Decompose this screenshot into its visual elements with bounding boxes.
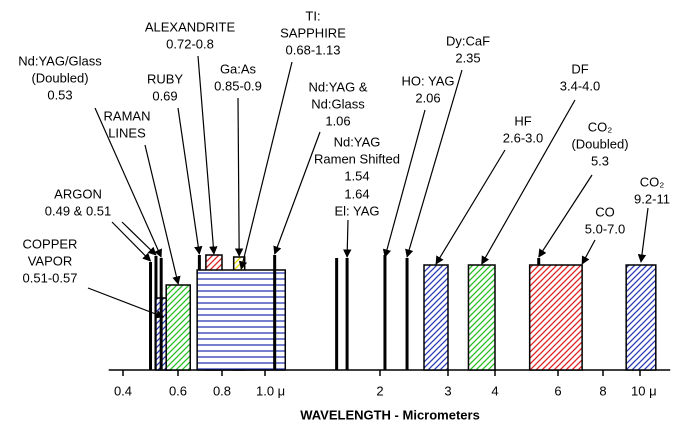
laser-name: ARGON (54, 186, 102, 201)
x-tick-label: 4 (491, 383, 498, 398)
laser-name: Ga:As (220, 61, 257, 76)
arrow (144, 144, 181, 285)
x-tick-label: 0.8 (213, 383, 231, 398)
arrow (481, 99, 576, 265)
arrow (234, 97, 244, 257)
laser-name: TI: (305, 8, 320, 23)
laser-name: HF (514, 113, 531, 128)
laser-value: 0.49 & 0.51 (45, 203, 112, 218)
arrow (343, 219, 352, 258)
laser-name: HO: YAG (402, 73, 455, 88)
laser-value: 1.64 (344, 186, 369, 201)
laser-value: 3.4-4.0 (560, 78, 600, 93)
laser-name: CO₂ (588, 119, 613, 134)
laser-name: CO (595, 204, 615, 219)
laser-name: CO₂ (640, 174, 665, 189)
wavelength-range (196, 269, 287, 371)
wavelength-range (528, 264, 583, 371)
laser-value: 5.3 (591, 153, 609, 168)
laser-name: VAPOR (28, 253, 73, 268)
laser-name: Nd:Glass (311, 96, 365, 111)
laser-value: 2.35 (455, 50, 480, 65)
arrow (273, 131, 321, 255)
laser-name: (Doubled) (571, 136, 628, 151)
arrow (405, 69, 463, 258)
laser-value: 0.69 (152, 88, 177, 103)
laser-name: ALEXANDRITE (145, 19, 236, 34)
x-tick-label: 2 (376, 383, 383, 398)
x-tick-label: 1.0 μ (256, 383, 285, 398)
laser-name: RAMAN (104, 108, 151, 123)
laser-name: Dy:CaF (446, 33, 490, 48)
laser-value: 1.06 (325, 113, 350, 128)
arrow (435, 149, 506, 265)
laser-value: 0.53 (47, 87, 72, 102)
arrow (637, 207, 649, 263)
x-tick-label: 3 (444, 383, 451, 398)
arrow (382, 109, 426, 258)
laser-name: RUBY (147, 71, 183, 86)
laser-name: LINES (108, 125, 146, 140)
laser-value: 9.2-11 (634, 191, 670, 206)
arrow (94, 107, 162, 258)
laser-name: Nd:YAG & (308, 79, 367, 94)
x-tick-label: 6 (554, 383, 561, 398)
x-tick-label: 8 (599, 383, 606, 398)
laser-name: Ramen Shifted (314, 151, 400, 166)
arrow (177, 107, 203, 255)
arrow (87, 287, 165, 319)
laser-value: 0.51-0.57 (23, 270, 78, 285)
arrow (238, 61, 293, 270)
arrow (197, 55, 218, 255)
laser-value: 2.6-3.0 (503, 130, 543, 145)
laser-value: 0.68-1.13 (286, 42, 341, 57)
arrow (581, 239, 596, 265)
laser-name: SAPPHIRE (280, 25, 346, 40)
laser-name: DF (571, 61, 588, 76)
laser-name: El: YAG (334, 203, 379, 218)
arrow (121, 221, 157, 256)
wavelength-range (423, 264, 449, 371)
wavelength-range (625, 264, 657, 371)
x-tick-label: 0.4 (114, 383, 132, 398)
laser-value: 0.72-0.8 (166, 36, 214, 51)
laser-value: 5.0-7.0 (585, 221, 625, 236)
arrow (538, 174, 593, 258)
wavelength-range (165, 284, 191, 371)
laser-name: COPPER (23, 236, 78, 251)
wavelength-range (467, 264, 496, 371)
laser-value: 1.54 (344, 168, 369, 183)
laser-name: Nd:YAG/Glass (18, 53, 102, 68)
laser-value: 0.85-0.9 (214, 78, 262, 93)
x-tick-label: 0.6 (169, 383, 187, 398)
laser-value: 2.06 (415, 90, 440, 105)
arrow (111, 221, 152, 262)
laser-name: (Doubled) (31, 70, 88, 85)
laser-name: Nd:YAG (334, 134, 381, 149)
x-tick-label: 10 μ (631, 383, 657, 398)
x-axis-title: WAVELENGTH - Micrometers (300, 407, 480, 422)
